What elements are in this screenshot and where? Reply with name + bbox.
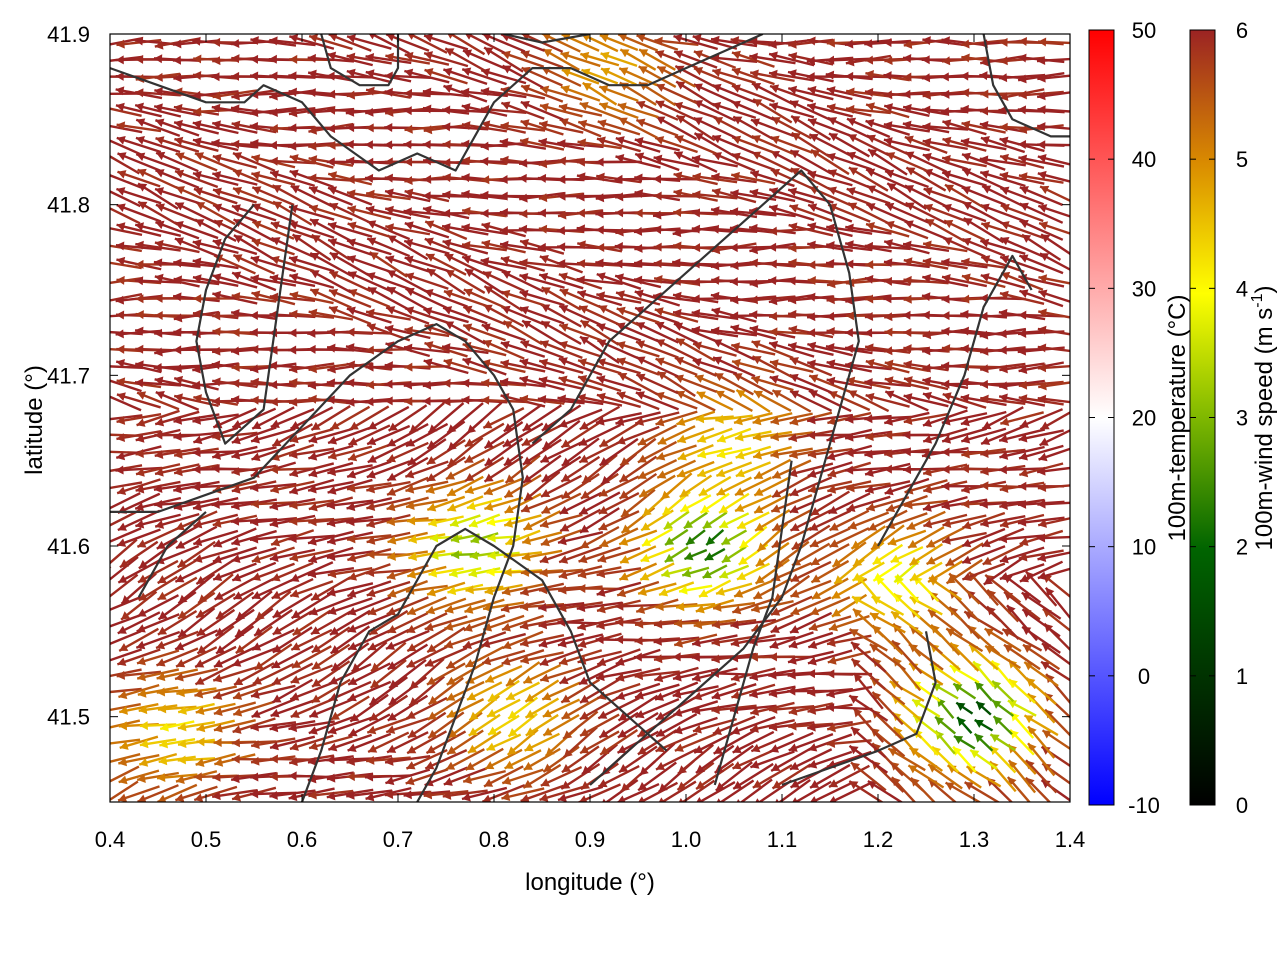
wind-arrow-head (97, 279, 106, 288)
wind-arrow-head (98, 103, 107, 112)
wind-arrow-head (97, 121, 106, 130)
wind-arrow-head (98, 641, 107, 649)
wind-arrow-head (97, 297, 106, 306)
x-tick-label: 0.8 (479, 827, 510, 852)
wind-arrow-head (97, 447, 105, 456)
colorbar-tick-label: 4 (1236, 276, 1248, 301)
colorbar-tick-label: 30 (1132, 276, 1156, 301)
wind-arrow-head (97, 223, 106, 232)
wind-arrow-head (99, 186, 108, 194)
wind-speed-label-main: 100m-wind speed (m s (1251, 308, 1278, 551)
x-tick-label: 1.0 (671, 827, 702, 852)
colorbar-tick-label: 0 (1138, 664, 1150, 689)
temperature-colorbar: -10 0 10 20 30 40 50 100m-temperature (°C) (1089, 18, 1191, 818)
colorbar-tick-label: 6 (1236, 18, 1248, 43)
wind-arrow-head (99, 506, 108, 514)
wind-arrow-head (101, 578, 110, 587)
wind-arrow-head (97, 415, 105, 424)
wind-arrow-head (101, 797, 110, 805)
wind-speed-label-sup: -1 (1249, 293, 1266, 307)
wind-arrow-head (98, 624, 107, 632)
colorbar-tick-label: 2 (1236, 535, 1248, 560)
colorbar-tick-label: 50 (1132, 18, 1156, 43)
y-axis-title: latitude (°) (21, 365, 48, 475)
wind-arrow-head (98, 539, 107, 547)
y-tick-label: 41.9 (47, 22, 90, 47)
wind-arrow-head (97, 344, 105, 353)
colorbar-tick-label: 0 (1236, 793, 1248, 818)
wind-arrow-head (97, 688, 105, 697)
x-axis-title: longitude (°) (525, 869, 655, 896)
colorbar-tick-label: 1 (1236, 664, 1248, 689)
wind-speed-colorbar: 0 1 2 3 4 5 6 100m-wind speed (m s-1) (1190, 18, 1278, 818)
wind-arrow-head (96, 41, 105, 50)
wind-arrow-head (98, 134, 107, 142)
x-tick-label: 1.3 (959, 827, 990, 852)
temperature-colorbar-label: 100m-temperature (°C) (1164, 294, 1191, 541)
wind-arrow-head (97, 312, 105, 321)
wind-arrow-head (97, 484, 106, 493)
wind-arrow-head (98, 672, 107, 681)
wind-arrow-head (100, 779, 109, 787)
wind-arrow-head (97, 72, 105, 81)
colorbar-tick-label: 10 (1132, 535, 1156, 560)
x-tick-label: 1.2 (863, 827, 894, 852)
wind-arrow-head (98, 375, 107, 384)
colorbar-tick-label: 5 (1236, 147, 1248, 172)
wind-arrow-head (100, 151, 109, 159)
wind-arrow-head (98, 169, 107, 177)
wind-arrow-head (98, 607, 107, 615)
x-tick-label: 0.7 (383, 827, 414, 852)
x-tick-label: 1.1 (767, 827, 798, 852)
wind-arrow-head (97, 430, 105, 439)
wind-arrow-head (96, 89, 104, 98)
wind-arrow-head (96, 57, 104, 66)
plot-area (96, 31, 1084, 810)
wind-arrow-head (97, 362, 105, 371)
wind-speed-colorbar-label: 100m-wind speed (m s-1) (1249, 286, 1278, 551)
wind-arrow-head (99, 203, 108, 211)
y-tick-label: 41.8 (47, 193, 90, 218)
wind-arrow-head (99, 758, 108, 767)
x-tick-label: 0.9 (575, 827, 606, 852)
y-tick-label: 41.5 (47, 705, 90, 730)
x-tick-label: 0.5 (191, 827, 222, 852)
x-tick-label: 0.4 (95, 827, 126, 852)
x-tick-label: 1.4 (1055, 827, 1086, 852)
wind-arrow-head (99, 724, 108, 733)
wind-arrow-head (97, 467, 106, 476)
wind-arrow-head (97, 258, 106, 267)
wind-speed-label-end: ) (1251, 286, 1278, 294)
colorbar-tick-label: 20 (1132, 406, 1156, 431)
wind-arrow-head (98, 658, 107, 667)
wind-arrow-head (98, 391, 107, 399)
y-tick-label: 41.7 (47, 363, 90, 388)
wind-arrow-head (99, 523, 108, 531)
colorbar-tick-label: 3 (1236, 406, 1248, 431)
colorbar-tick-label: -10 (1128, 793, 1160, 818)
wind-arrow-head (98, 706, 107, 715)
wind-arrow-head (102, 594, 111, 602)
wind-arrow-head (97, 327, 105, 336)
wind-arrow-head (97, 241, 106, 250)
y-tick-label: 41.6 (47, 534, 90, 559)
wind-arrow-head (99, 739, 107, 748)
x-tick-label: 0.6 (287, 827, 318, 852)
colorbar-tick-label: 40 (1132, 147, 1156, 172)
